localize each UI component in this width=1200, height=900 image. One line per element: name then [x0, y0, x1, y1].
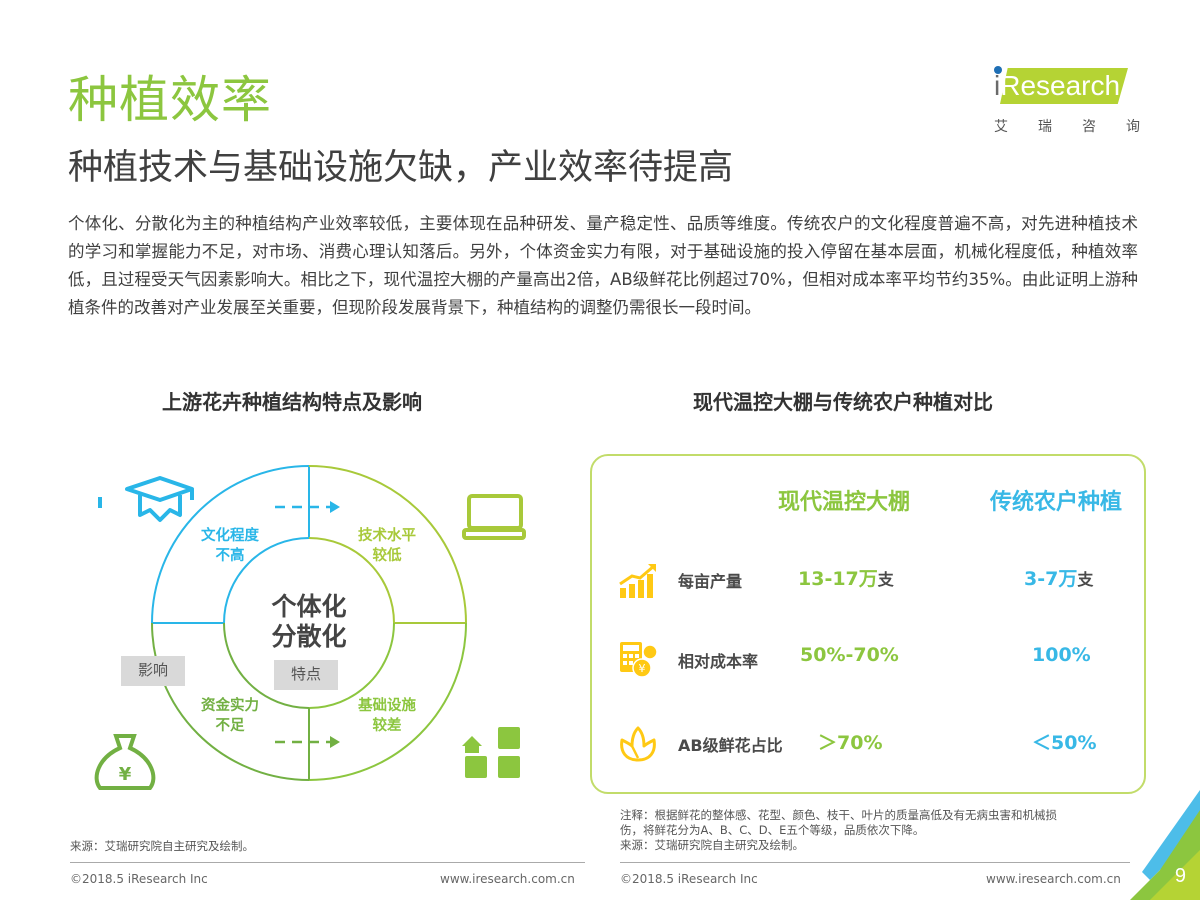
- right-source: 来源：艾瑞研究院自主研究及绘制。: [620, 838, 804, 852]
- traditional-value: 3-7万支: [1024, 568, 1094, 590]
- body-paragraph: 个体化、分散化为主的种植结构产业效率较低，主要体现在品种研发、量产稳定性、品质等…: [68, 214, 1138, 317]
- page-subtitle: 种植技术与基础设施欠缺，产业效率待提高: [68, 148, 734, 188]
- footer-copyright-right: ©2018.5 iResearch Inc: [620, 872, 758, 886]
- money-bag-icon: ¥: [94, 734, 156, 790]
- traditional-value: 100%: [1032, 644, 1091, 666]
- row-label: 相对成本率: [678, 652, 759, 671]
- logo-banner: [1000, 68, 1128, 104]
- footer-copyright-left: ©2018.5 iResearch Inc: [70, 872, 208, 886]
- feature-tag: 特点: [274, 660, 338, 690]
- traditional-value: ＜50%: [1032, 732, 1097, 754]
- comparison-row-yield: 每亩产量 13-17万支 3-7万支: [592, 560, 1144, 600]
- comparison-row-cost: ¥ 相对成本率 50%-70% 100%: [592, 640, 1144, 680]
- iresearch-logo: iResearch 艾 瑞 咨 询: [988, 62, 1140, 142]
- footer-divider-left: [70, 862, 585, 863]
- page-corner-decoration: [1130, 790, 1200, 900]
- modern-value: ＞70%: [818, 732, 883, 754]
- left-section-title: 上游花卉种植结构特点及影响: [162, 390, 422, 414]
- center-label: 个体化 分散化: [271, 592, 347, 651]
- calculator-coins-icon: ¥: [620, 642, 658, 678]
- modern-value: 13-17万支: [798, 568, 894, 590]
- logo-wordmark: iResearch: [994, 70, 1121, 101]
- comparison-row-ab-grade: AB级鲜花占比 ＞70% ＜50%: [592, 724, 1144, 764]
- logo-dot-icon: [994, 66, 1002, 74]
- page-number: 9: [1174, 865, 1186, 887]
- column-header-traditional: 传统农户种植: [990, 490, 1123, 515]
- quadrant-technology: 技术水平 较低: [358, 528, 416, 564]
- growth-chart-icon: [619, 564, 656, 598]
- svg-text:¥: ¥: [639, 662, 646, 675]
- laptop-icon: [462, 494, 526, 540]
- impact-tag: 影响: [121, 656, 185, 686]
- column-header-modern: 现代温控大棚: [778, 490, 911, 515]
- left-source: 来源：艾瑞研究院自主研究及绘制。: [70, 839, 254, 853]
- quadrant-education: 文化程度 不高: [201, 528, 259, 564]
- comparison-card: 现代温控大棚 传统农户种植 每亩产量 13-17万支 3-7万支 ¥ 相对成本率…: [590, 454, 1146, 794]
- ring-diagram-graphic: ¥: [94, 465, 526, 790]
- footer-divider-right: [620, 862, 1130, 863]
- modern-value: 50%-70%: [800, 644, 899, 666]
- quadrant-infrastructure: 基础设施 较差: [358, 698, 416, 734]
- row-label: 每亩产量: [678, 572, 743, 591]
- comparison-note: 注释：根据鲜花的整体感、花型、颜色、枝干、叶片的质量高低及有无病虫害和机械损 伤…: [620, 808, 1140, 853]
- quadrant-capital: 资金实力 不足: [201, 698, 259, 734]
- page-title: 种植效率: [68, 71, 272, 129]
- logo-chinese: 艾 瑞 咨 询: [994, 119, 1140, 135]
- graduation-cap-icon: [98, 476, 194, 522]
- right-section-title: 现代温控大棚与传统农户种植对比: [693, 390, 993, 414]
- svg-text:¥: ¥: [119, 764, 132, 785]
- footer-url-left[interactable]: www.iresearch.com.cn: [440, 872, 575, 886]
- footer-url-right[interactable]: www.iresearch.com.cn: [986, 872, 1121, 886]
- row-label: AB级鲜花占比: [678, 736, 783, 755]
- structure-diagram: ¥ 文化程度 不高 技术水平 较低 资金实力 不足 基础设施 较差 个体化 分散…: [80, 440, 560, 820]
- infrastructure-blocks-icon: [462, 727, 520, 778]
- flower-bud-icon: [620, 726, 656, 762]
